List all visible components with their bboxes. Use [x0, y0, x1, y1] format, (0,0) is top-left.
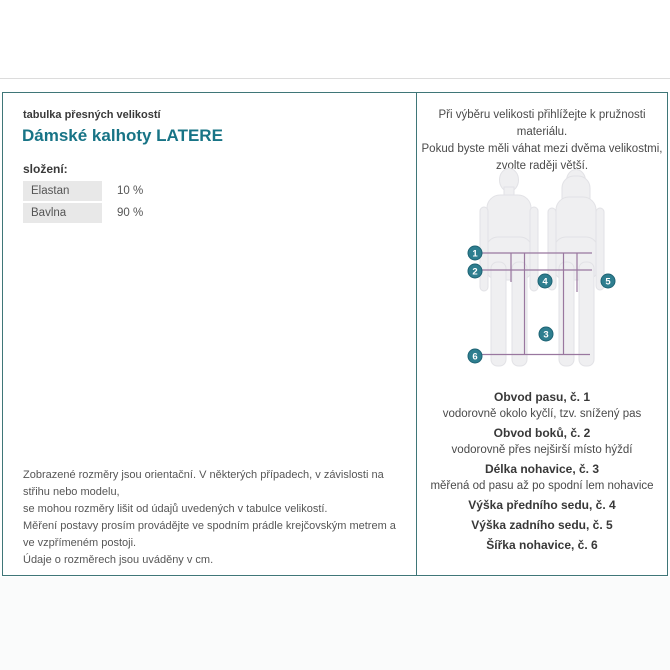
disclaimer-line: Údaje o rozměrech jsou uváděny v cm. — [23, 554, 214, 566]
measurement-item: Délka nohavice, č. 3 měřená od pasu až po… — [417, 461, 667, 494]
page-footer-background — [0, 577, 670, 670]
size-chart-panel: tabulka přesných velikostí Dámské kalhot… — [2, 92, 668, 576]
measurement-name: Výška předního sedu, č. 4 — [468, 498, 616, 512]
panel-subtitle: tabulka přesných velikostí — [23, 109, 161, 121]
size-advice-line: Pokud byste měli váhat mezi dvěma veliko… — [421, 143, 663, 155]
measurement-item: Šířka nohavice, č. 6 — [417, 537, 667, 554]
disclaimer-text: Zobrazené rozměry jsou orientační. V něk… — [23, 467, 408, 569]
product-info-section: tabulka přesných velikostí Dámské kalhot… — [3, 93, 416, 575]
material-name: Bavlna — [23, 203, 102, 223]
measurement-item: Obvod boků, č. 2 vodorovně přes nejširší … — [417, 425, 667, 458]
measurement-item: Výška zadního sedu, č. 5 — [417, 517, 667, 534]
composition-row: Elastan 10 % — [23, 181, 243, 201]
size-advice-line: Při výběru velikosti přihlížejte k pružn… — [438, 109, 646, 138]
measurement-name: Obvod pasu, č. 1 — [493, 390, 591, 404]
measurement-description: vodorovně okolo kyčlí, tzv. snížený pas — [442, 408, 642, 420]
measurement-name: Obvod boků, č. 2 — [493, 426, 591, 440]
measurement-name: Délka nohavice, č. 3 — [484, 462, 600, 476]
material-name: Elastan — [23, 181, 102, 201]
measurement-definitions-list: Obvod pasu, č. 1 vodorovně okolo kyčlí, t… — [417, 389, 667, 557]
material-percent: 90 % — [102, 203, 144, 223]
material-percent: 10 % — [102, 181, 144, 201]
disclaimer-line: Měření postavy prosím provádějte ve spod… — [23, 520, 396, 549]
composition-row: Bavlna 90 % — [23, 203, 243, 223]
disclaimer-line: se mohou rozměry lišit od údajů uvedenýc… — [23, 503, 328, 515]
measurement-description: měřená od pasu až po spodní lem nohavice — [430, 480, 654, 492]
disclaimer-line: Zobrazené rozměry jsou orientační. V něk… — [23, 469, 384, 498]
measurement-item: Obvod pasu, č. 1 vodorovně okolo kyčlí, t… — [417, 389, 667, 422]
product-title: Dámské kalhoty LATERE — [22, 126, 223, 145]
composition-table: Elastan 10 % Bavlna 90 % — [23, 181, 243, 225]
measurement-item: Výška předního sedu, č. 4 — [417, 497, 667, 514]
composition-label: složení: — [23, 162, 68, 176]
measurement-guide-section: Při výběru velikosti přihlížejte k pružn… — [416, 93, 667, 575]
measurement-name: Výška zadního sedu, č. 5 — [471, 518, 613, 532]
top-divider-line — [0, 78, 670, 79]
measurement-name: Šířka nohavice, č. 6 — [486, 538, 598, 552]
measurement-description: vodorovně přes nejširší místo hýždí — [451, 444, 633, 456]
size-advice-text: Při výběru velikosti přihlížejte k pružn… — [417, 107, 667, 175]
size-advice-line: zvolte raději větší. — [495, 160, 589, 172]
